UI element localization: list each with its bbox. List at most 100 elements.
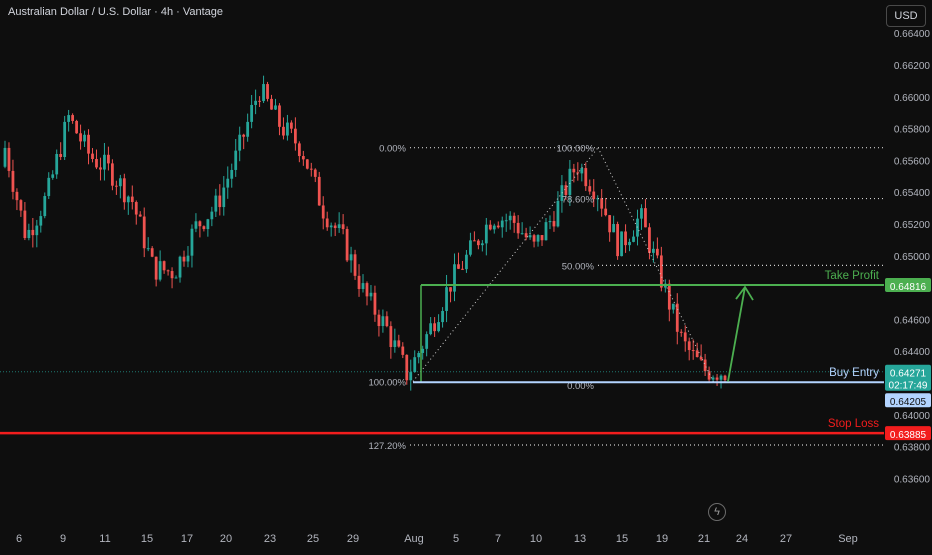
candle-body xyxy=(293,128,297,144)
candle-body xyxy=(138,214,142,217)
fib-level-label: 0.00% xyxy=(379,144,406,155)
candle-body xyxy=(79,133,82,142)
candle-body xyxy=(274,105,277,110)
price-axis[interactable]: 0.66400 0.66200 0.66000 0.65800 0.65600 0.654… xyxy=(884,0,932,526)
candle-body xyxy=(596,198,600,200)
lightning-icon[interactable]: ϟ xyxy=(708,503,726,521)
candle-body xyxy=(588,186,592,192)
candle-body xyxy=(325,218,329,228)
candle-body xyxy=(111,163,114,186)
candle-body xyxy=(234,150,238,170)
price-tick-label: 0.65600 xyxy=(894,156,931,167)
time-tick-label: 19 xyxy=(656,533,668,545)
candle-body xyxy=(321,205,325,219)
candle-body xyxy=(536,235,540,242)
candle-body xyxy=(640,208,643,219)
time-tick-label: 6 xyxy=(16,533,22,545)
candle-body xyxy=(214,195,218,212)
time-axis-svg: 6 9 11 15 17 20 23 25 29 Aug 5 7 10 13 15 19 21 24 27 Sep xyxy=(16,533,858,545)
candle-body xyxy=(524,233,528,238)
candle-body xyxy=(644,208,647,228)
price-tick-label: 0.65800 xyxy=(894,125,931,136)
candle-body xyxy=(198,221,202,227)
candle-body xyxy=(667,283,671,310)
candlestick-plot[interactable]: 0.00% 100.00% 127.20% 100.00% 78.60% 50.00% 0.… xyxy=(0,0,884,526)
candle-body xyxy=(47,177,51,197)
candle-body xyxy=(636,218,639,237)
candle-body xyxy=(461,268,464,270)
candle-body xyxy=(548,221,552,223)
time-tick-label: 25 xyxy=(307,533,319,545)
candle-body xyxy=(3,147,7,167)
candle-body xyxy=(568,168,572,195)
candle-body xyxy=(699,357,703,360)
time-tick-label: 20 xyxy=(220,533,232,545)
candle-body xyxy=(337,224,341,229)
candle-body xyxy=(226,178,230,188)
candle-body xyxy=(134,202,138,215)
candle-body xyxy=(95,158,98,168)
price-axis-svg: 0.66400 0.66200 0.66000 0.65800 0.65600 0.654… xyxy=(885,29,931,485)
candle-body xyxy=(528,235,532,238)
candle-body xyxy=(7,147,11,171)
candle-body xyxy=(63,121,67,158)
candle-body xyxy=(377,314,381,327)
candle-body xyxy=(652,248,655,253)
candle-body xyxy=(671,303,675,310)
candle-body xyxy=(51,174,55,178)
candle-body xyxy=(480,243,484,246)
time-tick-label: 23 xyxy=(264,533,276,545)
candle-body xyxy=(385,316,389,327)
candle-body xyxy=(301,156,305,160)
candle-body xyxy=(476,240,480,246)
buy-entry-badge-text: 0.64205 xyxy=(890,397,927,408)
candle-body xyxy=(369,292,373,297)
candle-body xyxy=(349,254,353,261)
candle-body xyxy=(520,233,524,235)
candle-body xyxy=(55,154,59,175)
time-axis[interactable]: 6 9 11 15 17 20 23 25 29 Aug 5 7 10 13 15 19 21 24 27 Sep xyxy=(0,526,932,550)
chart-area[interactable]: 0.00% 100.00% 127.20% 100.00% 78.60% 50.00% 0.… xyxy=(0,0,884,526)
currency-button[interactable]: USD xyxy=(886,5,926,27)
time-tick-label: 15 xyxy=(616,533,628,545)
candle-body xyxy=(246,121,250,137)
current-price-badge xyxy=(885,364,931,391)
candle-body xyxy=(580,168,584,174)
candle-body xyxy=(103,154,106,170)
candle-body xyxy=(540,235,544,241)
candle-body xyxy=(122,178,126,203)
candle-body xyxy=(186,255,190,262)
candle-body xyxy=(675,303,679,332)
candle-body xyxy=(711,377,715,380)
candle-body xyxy=(365,283,369,297)
candle-body xyxy=(632,236,635,242)
candle-body xyxy=(393,340,397,348)
candle-body xyxy=(445,287,448,311)
candle-body xyxy=(83,134,86,142)
candle-body xyxy=(488,224,492,230)
candle-body xyxy=(608,215,612,233)
candle-body xyxy=(154,256,158,280)
candle-body xyxy=(600,198,604,209)
candle-body xyxy=(512,215,516,223)
candle-body xyxy=(715,377,719,380)
chart-title: Australian Dollar / U.S. Dollar · 4h · V… xyxy=(8,6,223,18)
candle-body xyxy=(11,170,15,192)
candle-body xyxy=(465,254,468,270)
stop-loss-badge-text: 0.63885 xyxy=(890,430,927,441)
candle-body xyxy=(190,228,194,256)
candle-body xyxy=(353,254,357,276)
time-tick-label: 5 xyxy=(453,533,459,545)
candle-body xyxy=(150,248,154,257)
candle-body xyxy=(508,215,512,221)
candle-body xyxy=(679,331,683,333)
candle-body xyxy=(194,221,198,229)
candle-body xyxy=(182,256,186,262)
time-tick-label: 21 xyxy=(698,533,710,545)
candle-body xyxy=(242,134,246,137)
candle-body xyxy=(405,354,409,381)
candle-body xyxy=(620,231,623,257)
candle-body xyxy=(114,185,118,187)
candle-body xyxy=(703,359,707,372)
candle-body xyxy=(425,334,429,349)
